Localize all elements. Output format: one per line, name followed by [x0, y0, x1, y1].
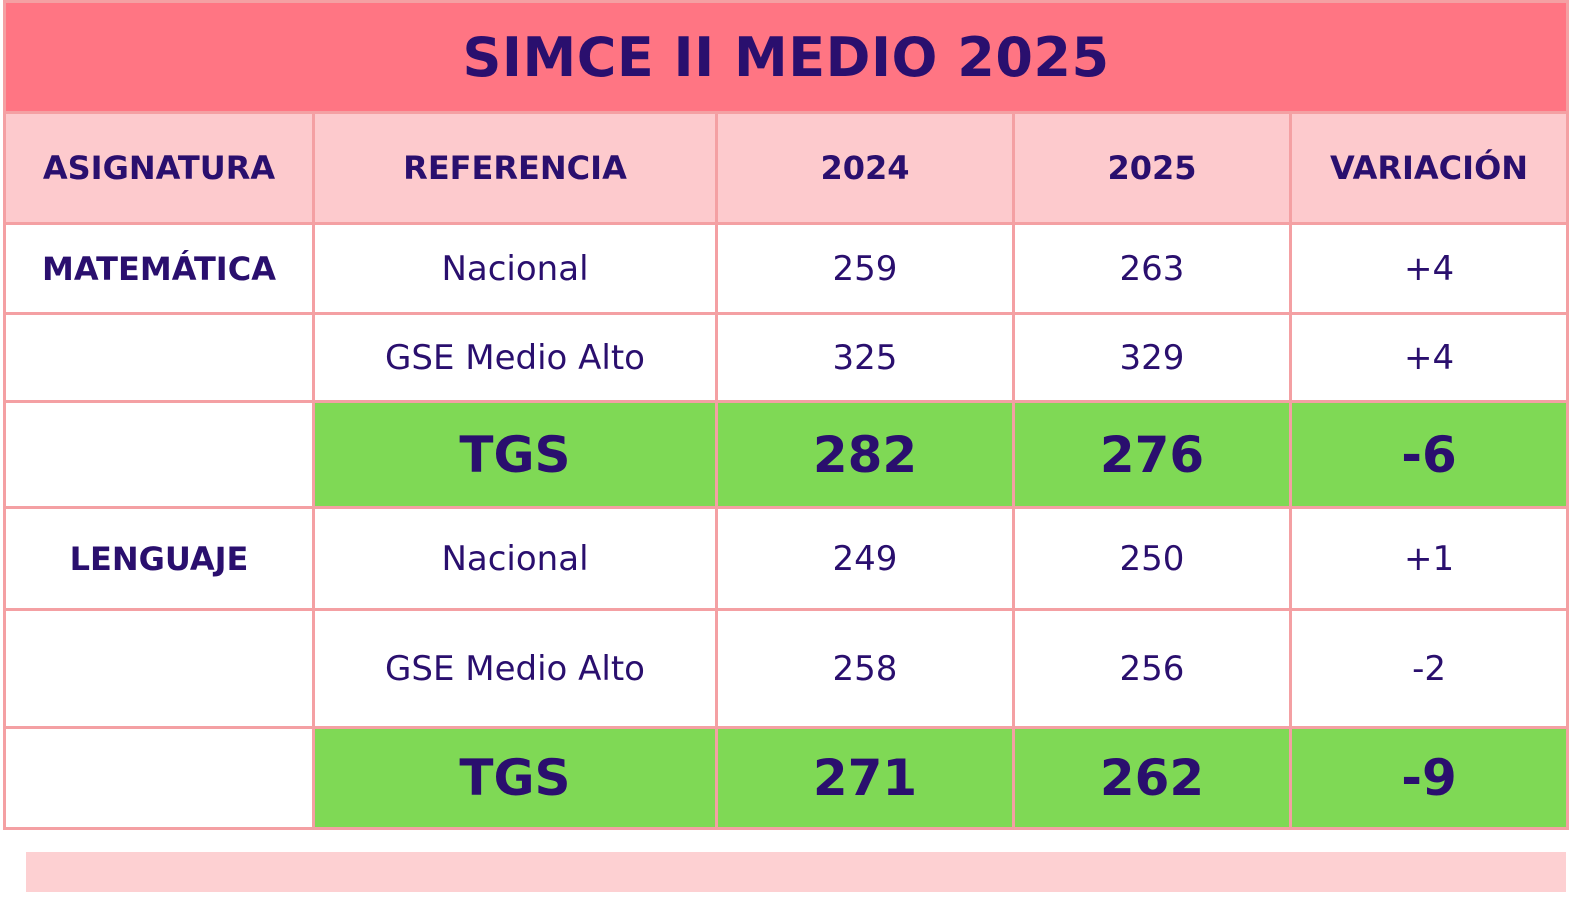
header-2024: 2024: [715, 111, 1015, 225]
value-2025-cell: 256: [1012, 608, 1292, 729]
header-referencia: REFERENCIA: [312, 111, 718, 225]
table-row: GSE Medio Alto 258 256 -2: [3, 608, 1570, 729]
reference-cell: Nacional: [312, 506, 718, 611]
reference-cell: GSE Medio Alto: [312, 608, 718, 729]
subject-cell: LENGUAJE: [3, 506, 315, 611]
value-2025-cell: 276: [1012, 400, 1292, 509]
variation-cell: +1: [1288, 506, 1570, 611]
value-2024-cell: 259: [715, 222, 1015, 315]
value-2024-cell: 249: [715, 506, 1015, 611]
value-2025-cell: 262: [1012, 726, 1292, 830]
variation-cell: -2: [1288, 608, 1570, 729]
header-row: ASIGNATURA REFERENCIA 2024 2025 VARIACIÓ…: [3, 111, 1570, 225]
value-2024-cell: 282: [715, 400, 1015, 509]
subject-cell: [3, 400, 315, 509]
reference-cell: Nacional: [312, 222, 718, 315]
table-row-highlight: TGS 282 276 -6: [3, 400, 1570, 509]
simce-results-table: SIMCE II MEDIO 2025 ASIGNATURA REFERENCI…: [2, 0, 1570, 830]
header-2025: 2025: [1012, 111, 1292, 225]
header-asignatura: ASIGNATURA: [3, 111, 315, 225]
subject-cell: [3, 726, 315, 830]
subject-cell: [3, 608, 315, 729]
variation-cell: +4: [1288, 312, 1570, 403]
variation-cell: +4: [1288, 222, 1570, 315]
table-row-highlight: TGS 271 262 -9: [3, 726, 1570, 830]
reference-cell: TGS: [312, 400, 718, 509]
title-row: SIMCE II MEDIO 2025: [2, 0, 1570, 114]
value-2024-cell: 325: [715, 312, 1015, 403]
subject-cell: MATEMÁTICA: [3, 222, 315, 315]
value-2024-cell: 258: [715, 608, 1015, 729]
value-2025-cell: 250: [1012, 506, 1292, 611]
header-variacion: VARIACIÓN: [1288, 111, 1570, 225]
table-row: MATEMÁTICA Nacional 259 263 +4: [3, 222, 1570, 315]
variation-cell: -6: [1288, 400, 1570, 509]
value-2024-cell: 271: [715, 726, 1015, 830]
background-strip: [26, 852, 1566, 892]
table-title: SIMCE II MEDIO 2025: [2, 0, 1570, 114]
reference-cell: GSE Medio Alto: [312, 312, 718, 403]
table-row: LENGUAJE Nacional 249 250 +1: [3, 506, 1570, 611]
variation-cell: -9: [1288, 726, 1570, 830]
reference-cell: TGS: [312, 726, 718, 830]
value-2025-cell: 263: [1012, 222, 1292, 315]
subject-cell: [3, 312, 315, 403]
value-2025-cell: 329: [1012, 312, 1292, 403]
table-row: GSE Medio Alto 325 329 +4: [3, 312, 1570, 403]
